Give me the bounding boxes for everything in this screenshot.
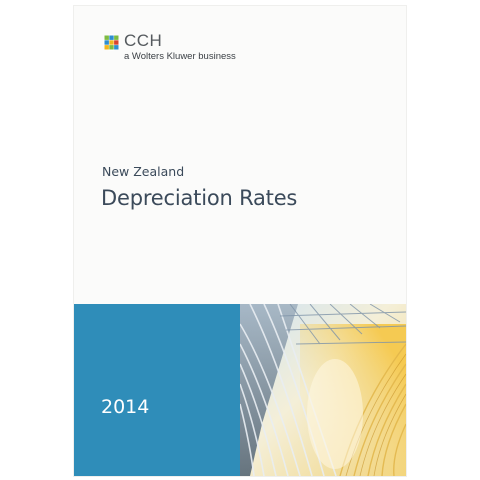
- edition-year: 2014: [101, 396, 150, 418]
- blue-band: 2014: [74, 304, 240, 476]
- book-cover: CCH a Wolters Kluwer business New Zealan…: [74, 6, 406, 476]
- brand-tagline: a Wolters Kluwer business: [124, 51, 236, 62]
- brand-name: CCH: [124, 31, 163, 50]
- cch-mosaic-logo-icon: [103, 34, 120, 51]
- cover-subtitle: New Zealand: [102, 164, 185, 179]
- cover-title: Depreciation Rates: [101, 186, 298, 210]
- architecture-canopy-image: [240, 304, 406, 476]
